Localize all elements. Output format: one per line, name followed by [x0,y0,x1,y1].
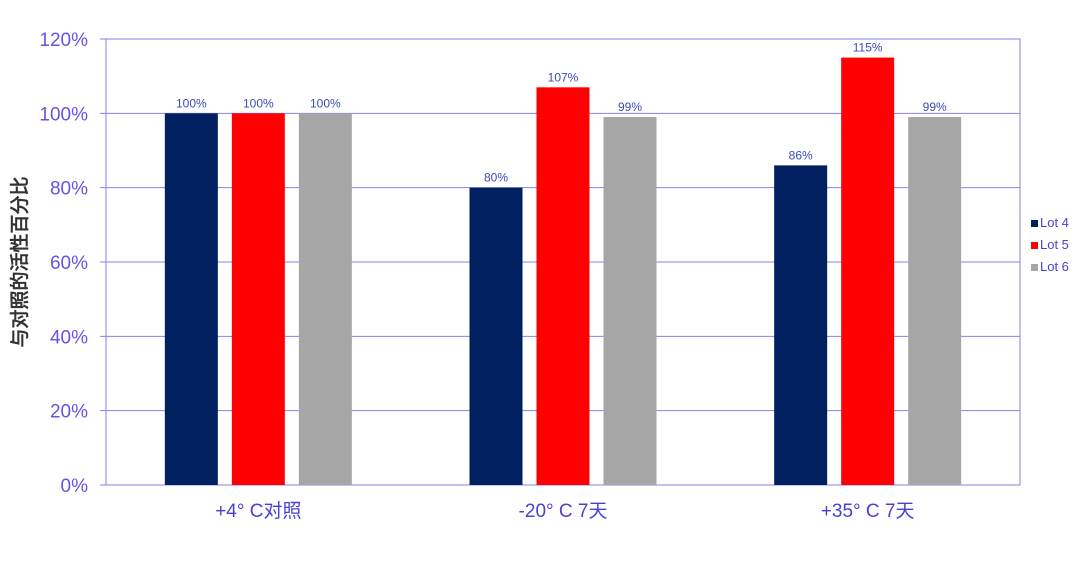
legend-swatch [1031,242,1038,249]
x-tick-label: -20° C 7天 [519,501,608,522]
legend-swatch [1031,220,1038,227]
y-tick-label: 40% [50,327,88,348]
data-label: 100% [310,96,341,110]
bar [603,117,657,486]
bar [536,87,590,486]
data-label: 99% [618,100,642,114]
y-tick-label: 120% [39,30,88,51]
bar [231,113,285,485]
data-label: 100% [243,96,274,110]
bar [298,113,352,485]
y-axis-title: 与对照的活性百分比 [8,176,31,347]
legend-label: Lot 4 [1040,215,1069,230]
y-tick-label: 0% [61,476,89,497]
data-label: 80% [484,171,508,185]
y-tick-label: 20% [50,402,88,423]
y-tick-label: 80% [50,179,88,200]
bar [841,57,895,485]
y-tick-label: 60% [50,253,88,274]
legend-label: Lot 5 [1040,237,1069,252]
bar [469,187,523,485]
x-tick-label: +35° C 7天 [821,501,915,522]
bar [164,113,218,485]
data-label: 115% [853,41,883,55]
data-label: 107% [548,70,579,84]
legend-label: Lot 6 [1040,259,1069,274]
y-tick-label: 100% [39,104,88,125]
data-label: 100% [176,96,207,110]
bar [908,117,962,486]
legend-swatch [1031,264,1038,271]
data-label: 99% [923,100,947,114]
data-label: 86% [789,148,813,162]
x-tick-label: +4° C对照 [215,500,301,522]
bar [774,165,828,485]
